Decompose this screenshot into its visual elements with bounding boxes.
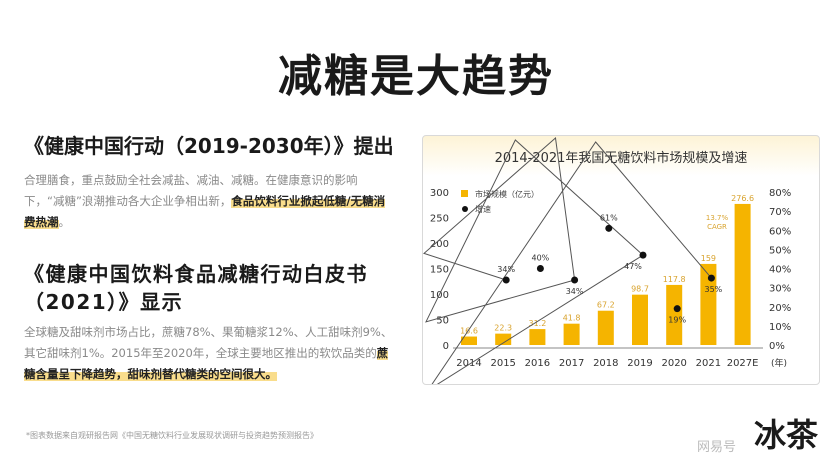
x-tick-label: 2021 [696, 358, 721, 369]
right-tick-label: 80% [769, 188, 791, 199]
logo: 冰茶 [753, 416, 818, 454]
section1-body: 合理膳食，重点鼓励全社会减盐、减油、减糖。在健康意识的影响下，“减糖”浪潮推动各… [24, 173, 358, 208]
bar [734, 203, 751, 345]
x-tick-label: 2020 [661, 358, 686, 369]
growth-point [707, 274, 715, 282]
growth-line [423, 137, 712, 391]
right-tick-label: 50% [769, 245, 791, 256]
bar [461, 336, 477, 345]
bar-data-label: 22.3 [494, 324, 512, 333]
section2-text: 全球糖及甜味剂市场占比，蔗糖78%、果葡糖浆12%、人工甜味剂9%、其它甜味剂1… [24, 322, 394, 385]
left-tick-label: 50 [436, 316, 449, 327]
left-tick-label: 200 [430, 239, 449, 250]
cagr-annotation: 13.7% [706, 214, 729, 222]
bar-data-label: 98.7 [631, 285, 649, 294]
bar [495, 333, 512, 345]
right-tick-label: 70% [769, 207, 791, 218]
x-tick-label: 2019 [627, 358, 652, 369]
x-tick-label: 2017 [559, 358, 584, 369]
growth-point [536, 265, 544, 272]
bar [597, 310, 614, 345]
bar-data-label: 16.6 [460, 327, 478, 336]
right-tick-label: 20% [769, 303, 791, 314]
x-tick-label: 2018 [593, 358, 618, 369]
legend-line-label: 增速 [475, 204, 491, 214]
bar [666, 284, 683, 345]
section1-end: 。 [58, 215, 71, 229]
growth-point [673, 305, 681, 313]
legend-bar-swatch [461, 190, 468, 197]
page-title: 减糖是大趋势 [278, 51, 554, 102]
bar-data-label: 67.2 [597, 301, 615, 310]
right-tick-label: 0% [769, 341, 785, 352]
bar-data-label: 31.2 [528, 319, 546, 328]
left-tick-label: 250 [430, 214, 449, 225]
x-unit-label: (年) [771, 357, 787, 369]
legend-bar-label: 市场规模（亿元） [475, 189, 539, 199]
bar [632, 294, 648, 345]
bar [529, 329, 546, 345]
chart-panel: 2014-2021年我国无糖饮料市场规模及增速 0 50 100 150 200 250 3… [422, 135, 820, 391]
section2-body: 全球糖及甜味剂市场占比，蔗糖78%、果葡糖浆12%、人工甜味剂9%、其它甜味剂1… [24, 325, 393, 360]
growth-point [639, 251, 647, 259]
legend-line-swatch [462, 206, 468, 212]
x-tick-label: 2027E [727, 358, 759, 369]
growth-data-label: 35% [705, 285, 723, 294]
watermark: 网易号 [696, 440, 736, 455]
x-tick-label: 2016 [525, 358, 550, 369]
section1-heading: 《健康中国行动（2019-2030年）》提出 [24, 134, 394, 158]
cagr-annotation: CAGR [707, 223, 727, 231]
section1-text: 合理膳食，重点鼓励全社会减盐、减油、减糖。在健康意识的影响下，“减糖”浪潮推动各… [24, 170, 394, 233]
bar-data-label: 159 [701, 254, 716, 263]
x-tick-label: 2014 [456, 358, 481, 369]
chart: 2014-2021年我国无糖饮料市场规模及增速 0501001502002503… [423, 137, 791, 391]
growth-point [571, 276, 579, 284]
right-tick-label: 40% [769, 265, 791, 276]
growth-data-label: 40% [532, 254, 550, 263]
growth-data-label: 34% [566, 287, 584, 296]
right-tick-label: 60% [769, 226, 791, 237]
bar-data-label: 41.8 [563, 314, 581, 323]
left-tick-label: 300 [430, 188, 449, 199]
growth-data-label: 61% [600, 213, 618, 222]
growth-point [502, 276, 510, 284]
x-tick-label: 2015 [490, 358, 515, 369]
right-tick-label: 10% [769, 322, 791, 333]
bar-data-label: 117.8 [663, 275, 686, 284]
section2-heading: 《健康中国饮料食品减糖行动白皮书（2021）》显示 [24, 262, 368, 314]
left-tick-label: 150 [430, 265, 449, 276]
footnote: *图表数据来自观研报告网《中国无糖饮料行业发展现状调研与投资趋势预测报告》 [26, 431, 318, 440]
right-tick-label: 30% [769, 284, 791, 295]
bar [700, 263, 717, 345]
growth-point [605, 224, 613, 232]
growth-data-label: 34% [497, 265, 515, 274]
growth-data-label: 19% [668, 316, 686, 325]
bar-data-label: 276.6 [731, 194, 754, 203]
bar [563, 323, 580, 345]
growth-data-label: 47% [624, 262, 642, 271]
left-tick-label: 0 [443, 341, 449, 352]
